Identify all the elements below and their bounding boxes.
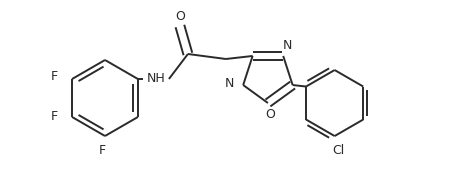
Text: N: N [282,39,291,53]
Text: Cl: Cl [332,143,344,157]
Text: O: O [264,109,274,122]
Text: N: N [224,76,233,90]
Text: F: F [51,71,58,83]
Text: F: F [98,143,106,156]
Text: NH: NH [146,73,165,85]
Text: O: O [175,9,184,23]
Text: F: F [51,111,58,123]
